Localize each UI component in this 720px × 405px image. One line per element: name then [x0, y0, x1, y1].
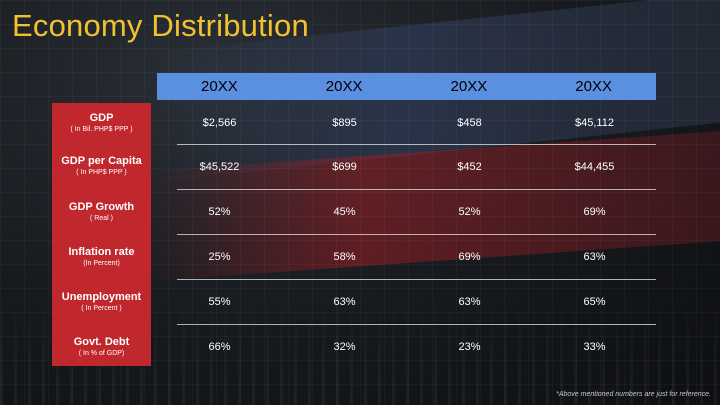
table-cell: 52% [458, 206, 481, 218]
row-sublabel: (In Percent) [83, 260, 120, 267]
table-cell: 58% [333, 251, 356, 263]
year-header-3: 20XX [450, 78, 488, 95]
table-cell: $45,112 [575, 117, 614, 129]
row-sublabel: ( In Percent ) [81, 305, 122, 312]
table-cell: 69% [458, 251, 481, 263]
row-label: GDP Growth [68, 201, 135, 213]
table-cell: 25% [208, 251, 231, 263]
table-cell: 63% [333, 296, 356, 308]
table-cell: $895 [332, 117, 357, 129]
row-label: GDP per Capita [61, 155, 142, 167]
year-header-1: 20XX [201, 78, 238, 95]
table-cell: 45% [333, 206, 356, 218]
row-sublabel: ( Real ) [90, 215, 113, 222]
row-label: Inflation rate [68, 246, 135, 258]
row-label-gdp: GDP ( In Bil. PHP$ PPP ) [52, 112, 151, 133]
row-label-inflation: Inflation rate (In Percent) [52, 246, 151, 267]
table-cell: 52% [208, 206, 231, 218]
table-cell: 69% [583, 206, 606, 218]
table-cell: 63% [583, 251, 606, 263]
row-label-gdp-growth: GDP Growth ( Real ) [52, 201, 151, 222]
row-label: Govt. Debt [73, 336, 130, 348]
table-cell: 33% [583, 341, 606, 353]
table-cell: 23% [458, 341, 481, 353]
page-title: Economy Distribution [12, 8, 309, 43]
row-label-gdp-per-capita: GDP per Capita ( In PHP$ PPP ) [52, 155, 151, 176]
table-cell: 63% [458, 296, 481, 308]
table-cell: 32% [333, 341, 356, 353]
year-header-bar: 20XX 20XX 20XX 20XX [157, 73, 656, 100]
table-cell: $2,566 [202, 117, 237, 129]
row-divider [177, 324, 656, 325]
year-header-4: 20XX [575, 78, 612, 95]
row-sublabel: ( In Bil. PHP$ PPP ) [70, 126, 133, 133]
table-cell: $699 [332, 161, 357, 173]
row-divider [177, 144, 656, 145]
row-divider [177, 279, 656, 280]
row-sublabel: ( In PHP$ PPP ) [76, 169, 127, 176]
table-cell: $44,455 [574, 161, 615, 173]
year-header-2: 20XX [325, 78, 363, 95]
table-cell: $458 [457, 117, 482, 129]
row-divider [177, 234, 656, 235]
row-divider [177, 189, 656, 190]
row-label-panel: GDP ( In Bil. PHP$ PPP ) GDP per Capita … [52, 103, 151, 366]
row-label-govt-debt: Govt. Debt ( In % of GDP) [52, 336, 151, 357]
table-cell: $45,522 [199, 161, 240, 173]
table-cell: 66% [208, 341, 231, 353]
table-cell: 55% [208, 296, 231, 308]
row-label: GDP [89, 112, 114, 124]
row-label: Unemployment [61, 291, 142, 303]
row-label-unemployment: Unemployment ( In Percent ) [52, 291, 151, 312]
footnote: *Above mentioned numbers are just for re… [556, 391, 711, 398]
table-cell: 65% [583, 296, 606, 308]
table-cell: $452 [457, 161, 482, 173]
row-sublabel: ( In % of GDP) [78, 350, 125, 357]
